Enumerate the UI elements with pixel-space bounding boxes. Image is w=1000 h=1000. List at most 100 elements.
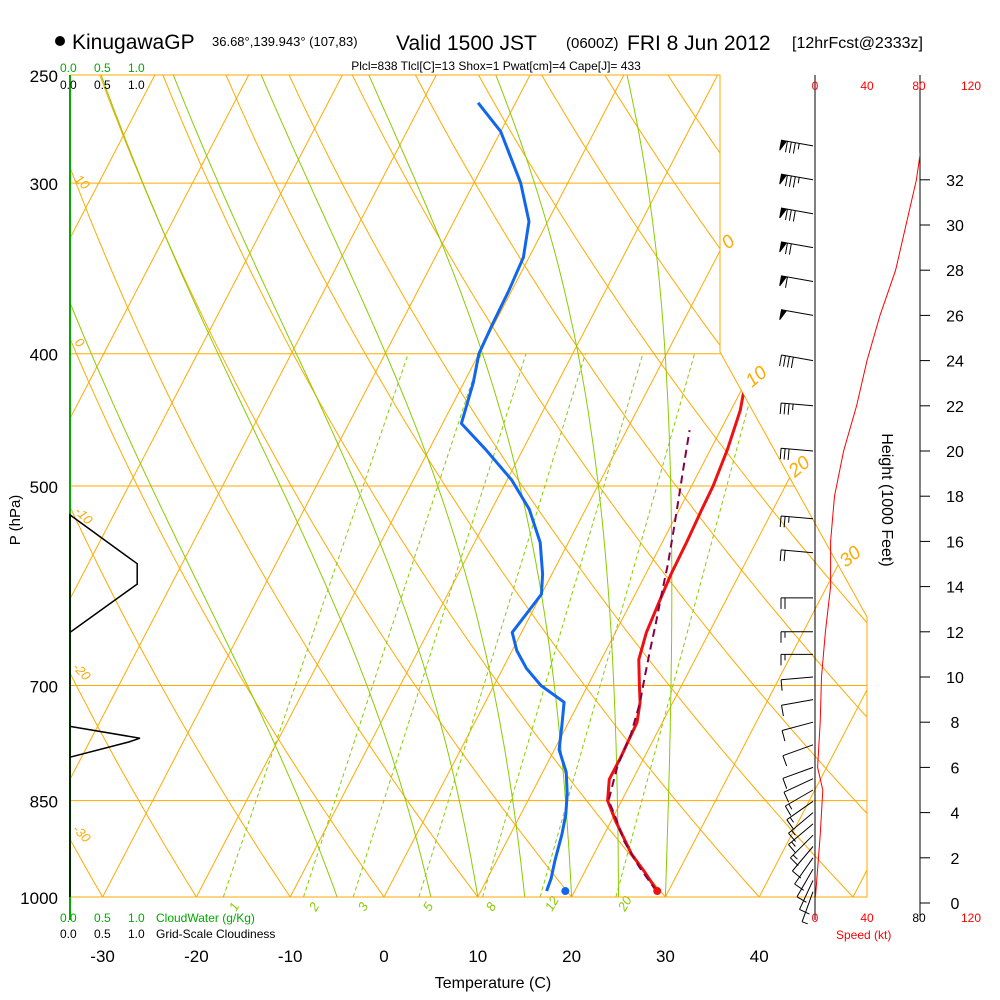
- height-tick-label: 4: [951, 806, 960, 823]
- surface-dewpoint-marker: [561, 887, 570, 896]
- wind-barb: [779, 241, 814, 255]
- surface-temperature-marker: [653, 887, 662, 896]
- wind-barb: [788, 823, 814, 854]
- moist-adiabat-line: [368, 75, 573, 897]
- mixing-ratio-label: 8: [483, 899, 500, 913]
- height-tick-label: 6: [951, 760, 960, 777]
- cloudiness-profile: [69, 513, 141, 897]
- temperature-axis: -30 -20 -10 0 10 20 30 40: [90, 947, 768, 966]
- height-tick-label: 2: [951, 851, 960, 868]
- mixing-ratio-line: [222, 353, 409, 897]
- wind-barb: [780, 653, 813, 666]
- cloudiness-line: [69, 513, 141, 897]
- temperature-tick-label: 20: [562, 947, 581, 966]
- cloudwater-bottom-tick: 0.0: [60, 911, 77, 925]
- cloudwater-top-tick: 0.0: [60, 61, 77, 75]
- height-tick-label: 28: [946, 263, 964, 280]
- temperature-tick-label: -20: [184, 947, 209, 966]
- temperature-tick-label: -30: [90, 947, 115, 966]
- speed-bottom-tick: 40: [860, 911, 874, 925]
- speed-top-tick: 80: [912, 79, 926, 93]
- dry-adiabat-line: [70, 75, 479, 897]
- height-tick-label: 20: [946, 444, 964, 461]
- wind-barb: [788, 812, 814, 842]
- isotherm-line: [70, 75, 250, 897]
- wind-barb: [783, 778, 814, 803]
- moist-adiabat-line: [626, 75, 673, 897]
- cloudiness-top-tick: 1.0: [128, 78, 145, 92]
- wind-barb: [780, 631, 813, 643]
- station-name: KinugawaGP: [72, 31, 195, 54]
- height-tick-label: 26: [946, 308, 964, 325]
- pressure-tick-label: 1000: [20, 889, 58, 908]
- moist-adiabat-label: 30: [836, 542, 866, 572]
- wind-barb: [779, 515, 814, 528]
- wind-barb: [779, 275, 814, 288]
- height-tick-label: 30: [946, 218, 964, 235]
- cloudiness-bottom-tick: 0.5: [94, 927, 111, 941]
- isotherm-line: [852, 75, 867, 897]
- mixing-ratio-line: [482, 353, 644, 897]
- height-tick-label: 24: [946, 354, 964, 371]
- moist-adiabat-line: [100, 75, 432, 897]
- mixing-ratio-label: 2: [305, 899, 322, 914]
- wind-barb: [782, 744, 814, 767]
- wind-barb: [799, 880, 814, 915]
- mixing-ratio-line: [615, 353, 763, 897]
- dry-adiabat-line: [70, 75, 291, 897]
- pressure-tick-label: 850: [30, 793, 58, 812]
- pressure-tick-label: 700: [30, 678, 58, 697]
- speed-axis-label: Speed (kt): [836, 928, 891, 942]
- dry-adiabat-line: [541, 75, 867, 897]
- wind-barbs: [779, 139, 814, 925]
- thermodynamic-grid: [70, 75, 867, 897]
- temperature-tick-label: -10: [278, 947, 303, 966]
- dry-adiabat-line: [225, 75, 760, 897]
- mixing-ratio-line: [303, 353, 482, 897]
- isotherm-line: [758, 75, 867, 897]
- wind-barb: [796, 868, 814, 903]
- speed-top-tick: 0: [812, 79, 819, 93]
- pressure-axis-label: P (hPa): [7, 495, 24, 546]
- wind-barb: [779, 173, 814, 188]
- station-coords: 36.68°,139.943° (107,83): [212, 34, 358, 49]
- wind-barb: [784, 789, 814, 816]
- moist-adiabat-line: [260, 75, 526, 897]
- speed-bottom-tick: 80: [912, 911, 926, 925]
- utc-time: (0600Z): [566, 35, 619, 52]
- cloudiness-label: Grid-Scale Cloudiness: [156, 927, 275, 941]
- height-tick-label: 0: [951, 896, 960, 913]
- wind-barb: [781, 699, 814, 717]
- isotherm-line: [70, 75, 156, 897]
- temperature-tick-label: 30: [656, 947, 675, 966]
- cloudwater-label: CloudWater (g/Kg): [156, 911, 255, 925]
- speed-top-tick: 40: [860, 79, 874, 93]
- wind-speed-profile: [815, 151, 920, 897]
- temperature-tick-label: 10: [468, 947, 487, 966]
- wind-barb: [779, 447, 814, 460]
- cloudiness-bottom-tick: 0.0: [60, 927, 77, 941]
- wind-barb: [780, 676, 814, 691]
- wind-barb: [779, 549, 814, 562]
- cloudiness-top-tick: 0.0: [60, 78, 77, 92]
- moist-adiabat-label: 0: [718, 231, 740, 254]
- dry-adiabat-line: [99, 75, 572, 897]
- mixing-ratio-line: [418, 353, 586, 897]
- wind-barb: [792, 846, 814, 879]
- speed-bottom-tick: 0: [812, 911, 819, 925]
- height-axis-label: Height (1000 Feet): [878, 433, 895, 566]
- forecast-run: [12hrFcst@2333z]: [792, 35, 923, 52]
- dry-adiabat-label: 10: [72, 172, 93, 193]
- moist-adiabat-line: [495, 75, 619, 897]
- height-tick-label: 18: [946, 489, 964, 506]
- moist-adiabat-label: 10: [742, 362, 772, 392]
- moist-adiabat-line: [70, 75, 338, 897]
- dry-adiabat-label: -30: [70, 822, 94, 846]
- cloudwater-top-tick: 0.5: [94, 61, 111, 75]
- wind-barb: [779, 402, 814, 415]
- stability-indices: Plcl=838 Tlcl[C]=13 Shox=1 Pwat[cm]=4 Ca…: [351, 59, 641, 73]
- pressure-axis: 250 300 400 500 700 850 1000: [20, 67, 58, 908]
